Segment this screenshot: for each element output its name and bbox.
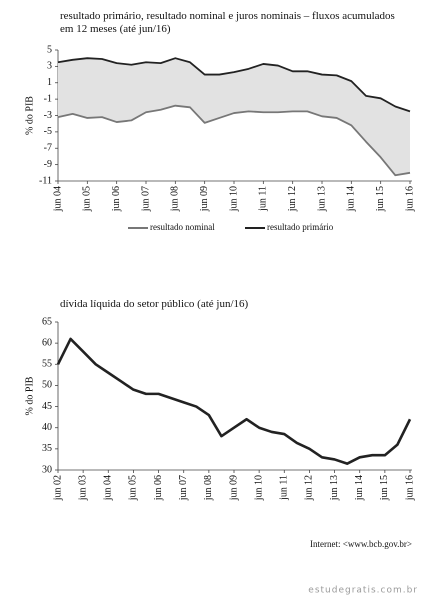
y-tick-label: -5 xyxy=(44,126,52,137)
x-tick-label: jun 09 xyxy=(228,475,239,501)
y-axis-label: % do PIB xyxy=(24,96,35,135)
x-tick-label: jun 11 xyxy=(279,475,290,501)
y-tick-label: -7 xyxy=(44,143,52,154)
x-tick-label: jun 05 xyxy=(128,475,139,501)
y-tick-label: 50 xyxy=(42,380,52,391)
x-tick-label: jun 13 xyxy=(316,186,327,212)
x-tick-label: jun 06 xyxy=(111,186,122,212)
x-tick-label: jun 12 xyxy=(287,186,298,212)
y-axis-label: % do PIB xyxy=(24,376,35,415)
x-tick-label: jun 14 xyxy=(346,186,357,212)
y-tick-label: 55 xyxy=(42,359,52,370)
x-tick-label: jun 11 xyxy=(258,186,269,212)
x-tick-label: jun 09 xyxy=(199,186,210,212)
band-fill xyxy=(58,58,410,176)
source: Internet: <www.bcb.gov.br> xyxy=(310,539,412,549)
x-tick-label: jun 03 xyxy=(77,475,88,501)
series-line xyxy=(57,57,411,113)
x-tick-label: jun 04 xyxy=(103,475,114,501)
legend-label: resultado primário xyxy=(267,222,334,232)
x-tick-label: jun 06 xyxy=(153,475,164,501)
series-line xyxy=(57,104,411,177)
x-tick-label: jun 16 xyxy=(404,186,415,212)
y-tick-label: -9 xyxy=(44,159,52,170)
x-tick-label: jun 16 xyxy=(404,475,415,501)
series-line xyxy=(56,337,412,465)
x-tick-label: jun 07 xyxy=(140,186,151,212)
y-tick-label: -3 xyxy=(44,110,52,121)
y-tick-label: 3 xyxy=(47,61,52,72)
x-tick-label: jun 10 xyxy=(228,186,239,212)
y-tick-label: 30 xyxy=(42,464,52,475)
x-tick-label: jun 15 xyxy=(375,186,386,212)
x-tick-label: jun 02 xyxy=(52,475,63,501)
legend-label: resultado nominal xyxy=(150,222,215,232)
x-tick-label: jun 10 xyxy=(253,475,264,501)
y-tick-label: 35 xyxy=(42,443,52,454)
y-tick-label: 65 xyxy=(42,316,52,327)
y-tick-label: 60 xyxy=(42,337,52,348)
y-tick-label: 40 xyxy=(42,422,52,433)
chart-title: resultado primário, resultado nominal e … xyxy=(60,10,395,35)
y-tick-label: 45 xyxy=(42,401,52,412)
x-tick-label: jun 15 xyxy=(379,475,390,501)
y-tick-label: 5 xyxy=(47,44,52,55)
x-tick-label: jun 08 xyxy=(203,475,214,501)
y-tick-label: -1 xyxy=(44,93,52,104)
x-tick-label: jun 13 xyxy=(329,475,340,501)
x-tick-label: jun 07 xyxy=(178,475,189,501)
y-tick-label: -11 xyxy=(39,175,52,186)
x-tick-label: jun 14 xyxy=(354,475,365,501)
chart-title: dívida líquida do setor público (até jun… xyxy=(60,298,249,310)
y-tick-label: 1 xyxy=(47,77,52,88)
watermark: estudegratis.com.br xyxy=(308,586,418,596)
x-tick-label: jun 08 xyxy=(170,186,181,212)
x-tick-label: jun 04 xyxy=(52,186,63,212)
x-tick-label: jun 12 xyxy=(304,475,315,501)
x-tick-label: jun 05 xyxy=(82,186,93,212)
